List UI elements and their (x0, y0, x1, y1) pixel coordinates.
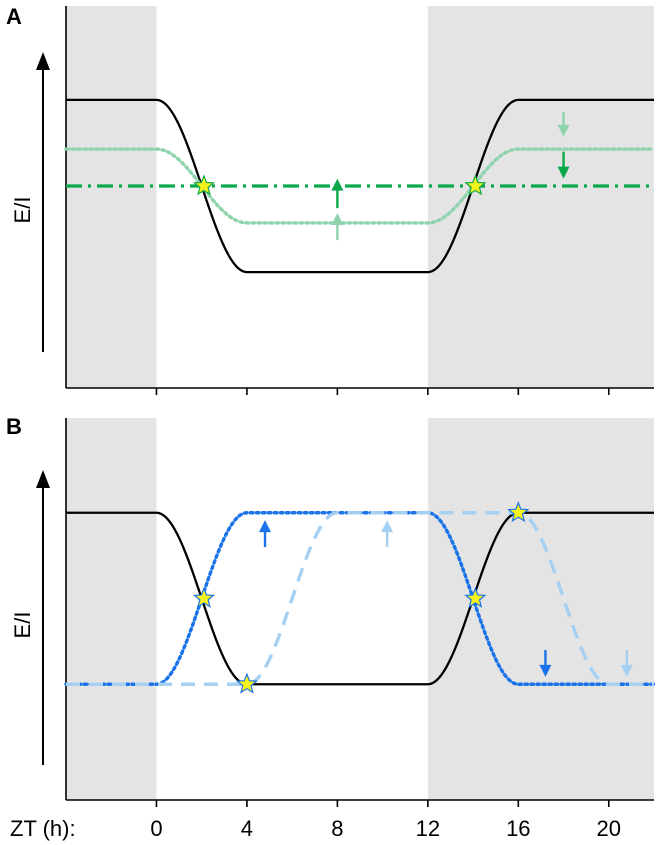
star-marker (192, 586, 215, 608)
star-marker (192, 174, 215, 196)
panel-a-label: A (6, 4, 22, 29)
star-marker (464, 586, 487, 608)
x-ticks (155, 800, 610, 807)
panel-a: A E/I (6, 4, 656, 395)
dark-period-shade (66, 418, 157, 800)
x-tick-label: 0 (150, 816, 162, 841)
y-direction-arrow-head (36, 52, 50, 70)
y-direction-arrow-head (36, 470, 50, 488)
shift-arrow-head (259, 520, 272, 533)
shift-arrow-head (557, 124, 570, 137)
x-ticks (155, 388, 610, 395)
shaded-regions (66, 418, 654, 800)
series-solid-line (66, 511, 654, 686)
shift-arrows (331, 112, 570, 241)
shift-arrow-head (620, 664, 633, 677)
shaded-regions (66, 6, 654, 388)
shift-arrow-head (331, 178, 344, 191)
shift-arrow-head (557, 166, 570, 179)
x-tick-labels: 0 4 8 12 16 20 (150, 816, 621, 841)
x-tick-label: 12 (416, 816, 440, 841)
x-tick-label: 20 (597, 816, 621, 841)
star-marker (464, 174, 487, 196)
series-solid-line (66, 98, 654, 274)
x-tick-label: 8 (331, 816, 343, 841)
shift-arrow-head (539, 664, 552, 677)
x-tick-label: 16 (506, 816, 530, 841)
dark-period-shade (427, 418, 654, 800)
shift-arrows (259, 520, 633, 677)
panel-b: B E/I (6, 414, 656, 807)
series-group (64, 511, 656, 686)
dark-period-shade (66, 6, 157, 388)
panel-b-ylabel: E/I (10, 612, 35, 639)
star-marker (235, 672, 258, 694)
panel-b-label: B (6, 414, 22, 439)
star-marker (507, 501, 530, 523)
crossing-stars (192, 501, 530, 694)
crossing-stars (192, 174, 487, 196)
panel-a-ylabel: E/I (10, 197, 35, 224)
x-axis-label: ZT (h): (10, 816, 76, 841)
series-dashed-line (66, 511, 655, 686)
shift-arrow-head (331, 213, 344, 226)
shift-arrow-head (381, 520, 394, 533)
x-tick-label: 4 (241, 816, 253, 841)
dark-period-shade (427, 6, 654, 388)
